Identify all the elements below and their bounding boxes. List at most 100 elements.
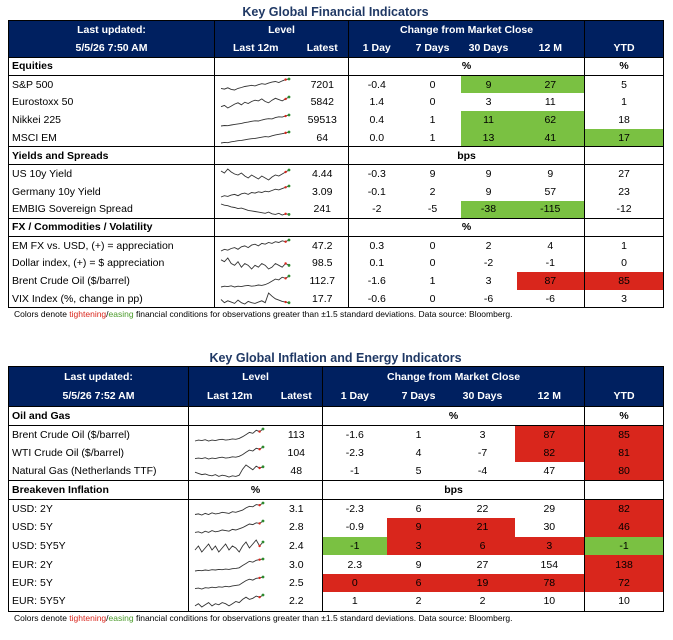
sparkline-last-point xyxy=(287,168,291,171)
sparkline-last-point xyxy=(261,445,265,449)
row-30days: 3 xyxy=(485,275,492,288)
row-sparkline xyxy=(214,272,297,291)
sparkline-line xyxy=(194,576,263,590)
row-7days: 1 xyxy=(429,275,436,288)
row-30days: 19 xyxy=(450,573,515,593)
table-row: USD: 2Y 3.1 -2.3 6 22 29 82 xyxy=(9,499,664,519)
sparkline-last-point xyxy=(261,557,265,560)
row-12m: -6 xyxy=(545,292,555,305)
row-label: EUR: 2Y xyxy=(12,558,53,571)
sparkline-prev-point xyxy=(258,596,261,599)
row-sparkline xyxy=(188,499,271,519)
sparkline-last-point xyxy=(287,301,291,305)
sparkline-prev-point xyxy=(284,276,287,280)
last-updated-label: Last updated: xyxy=(8,20,215,40)
row-12m: 10 xyxy=(543,595,556,608)
row-ytd: 3 xyxy=(584,290,664,308)
last-updated-date: 5/5/26 7:50 AM xyxy=(8,39,215,58)
sparkline-line xyxy=(220,78,289,91)
latest-header-2: Latest xyxy=(270,386,323,407)
row-ytd: -12 xyxy=(584,200,664,219)
sparkline-prev-point xyxy=(284,114,287,117)
row-1day: 0.1 xyxy=(348,254,405,273)
row-7days: -5 xyxy=(427,203,438,216)
row-7days: 1 xyxy=(429,114,436,127)
sparkline-prev-point xyxy=(258,503,261,507)
row-ytd: 81 xyxy=(584,443,664,463)
sparkline-line xyxy=(220,167,289,181)
sparkline-line xyxy=(220,275,290,288)
note-tightening-2: tightening xyxy=(69,612,107,623)
row-ytd: 82 xyxy=(584,499,664,519)
row-sparkline xyxy=(188,425,271,444)
row-latest: 48 xyxy=(290,465,303,478)
section-header-row: FX / Commodities / Volatility% xyxy=(8,218,664,237)
section-level-unit: % xyxy=(187,480,323,500)
row-12m: 47 xyxy=(543,465,556,478)
sparkline-chart xyxy=(194,557,265,571)
sparkline-chart xyxy=(220,256,291,270)
row-1day: -2.3 xyxy=(322,499,387,519)
sparkline-line xyxy=(194,539,264,553)
row-ytd: 80 xyxy=(584,462,664,481)
sparkline-last-point xyxy=(287,77,291,81)
sparkline-line xyxy=(194,502,263,516)
row-ytd: 138 xyxy=(584,555,664,574)
row-sparkline xyxy=(214,111,297,130)
table-row: EMBIG Sovereign Spread 241 -2 -5 -38 -115 -12 xyxy=(9,200,664,219)
sparkline-chart xyxy=(220,203,291,216)
row-latest: 5842 xyxy=(310,96,334,109)
thirty-days-header-2: 30 Days xyxy=(450,386,515,407)
sparkline-line xyxy=(194,520,264,534)
sparkline-prev-point xyxy=(258,448,261,451)
sparkline-chart xyxy=(220,113,291,127)
sparkline-chart xyxy=(194,464,265,478)
row-latest: 104 xyxy=(287,446,306,459)
sparkline-last-point xyxy=(261,465,265,469)
row-7days: 0 xyxy=(429,257,436,270)
section-header-row: Yields and Spreads bps xyxy=(8,146,664,165)
sparkline-line xyxy=(220,292,289,305)
sparkline-line xyxy=(220,203,289,216)
row-latest: 98.5 xyxy=(312,257,333,270)
row-label: EUR: 5Y xyxy=(12,577,53,590)
section-name: Oil and Gas xyxy=(8,406,189,426)
row-30days: 2 xyxy=(479,595,486,608)
row-ytd: 17 xyxy=(584,129,664,147)
section-change-unit: bps xyxy=(322,480,585,500)
row-30days: 27 xyxy=(476,558,489,571)
row-label: USD: 2Y xyxy=(12,503,53,516)
sparkline-chart xyxy=(220,130,291,144)
table-row: Eurostoxx 50 5842 1.4 0 3 11 1 xyxy=(9,93,664,112)
seven-days-header: 7 Days xyxy=(404,39,461,58)
section-level-unit xyxy=(187,406,323,426)
ytd-header-2: YTD xyxy=(584,386,664,407)
row-latest: 113 xyxy=(287,428,305,441)
row-label: WTI Crude Oil ($/barrel) xyxy=(12,446,125,459)
row-1day: -1 xyxy=(322,536,387,556)
row-1day: -0.1 xyxy=(348,182,405,201)
row-12m: 78 xyxy=(514,573,585,593)
row-7days: 0 xyxy=(429,78,436,91)
change-header: Change from Market Close xyxy=(348,20,585,40)
row-label: Nikkei 225 xyxy=(12,114,62,127)
sparkline-prev-point xyxy=(284,131,287,135)
last-updated-date-2: 5/5/26 7:52 AM xyxy=(8,386,189,407)
last-12m-header: Last 12m xyxy=(214,39,297,58)
row-1day: 0.0 xyxy=(348,129,405,147)
sparkline-prev-point xyxy=(258,430,261,433)
inflation-energy-panel: Key Global Inflation and Energy Indicato… xyxy=(8,350,665,625)
row-label: EM FX vs. USD, (+) = appreciation xyxy=(12,239,174,252)
table-row: USD: 5Y 2.8 -0.9 9 21 30 46 xyxy=(9,518,664,537)
row-ytd: 18 xyxy=(584,111,664,130)
table-row: VIX Index (%, change in pp) 17.7 -0.6 0 -6 -6… xyxy=(9,290,664,308)
sparkline-line xyxy=(194,464,263,478)
sparkline-last-point xyxy=(261,575,265,579)
row-12m: 87 xyxy=(514,425,585,444)
row-12m: 82 xyxy=(514,443,585,463)
financial-indicators-table: Last updated: Level Change from Market C… xyxy=(8,20,665,309)
section-level-unit xyxy=(213,57,349,76)
row-label: Brent Crude Oil ($/barrel) xyxy=(12,428,130,441)
sparkline-prev-point xyxy=(258,576,261,580)
row-1day: -2.3 xyxy=(322,443,387,463)
